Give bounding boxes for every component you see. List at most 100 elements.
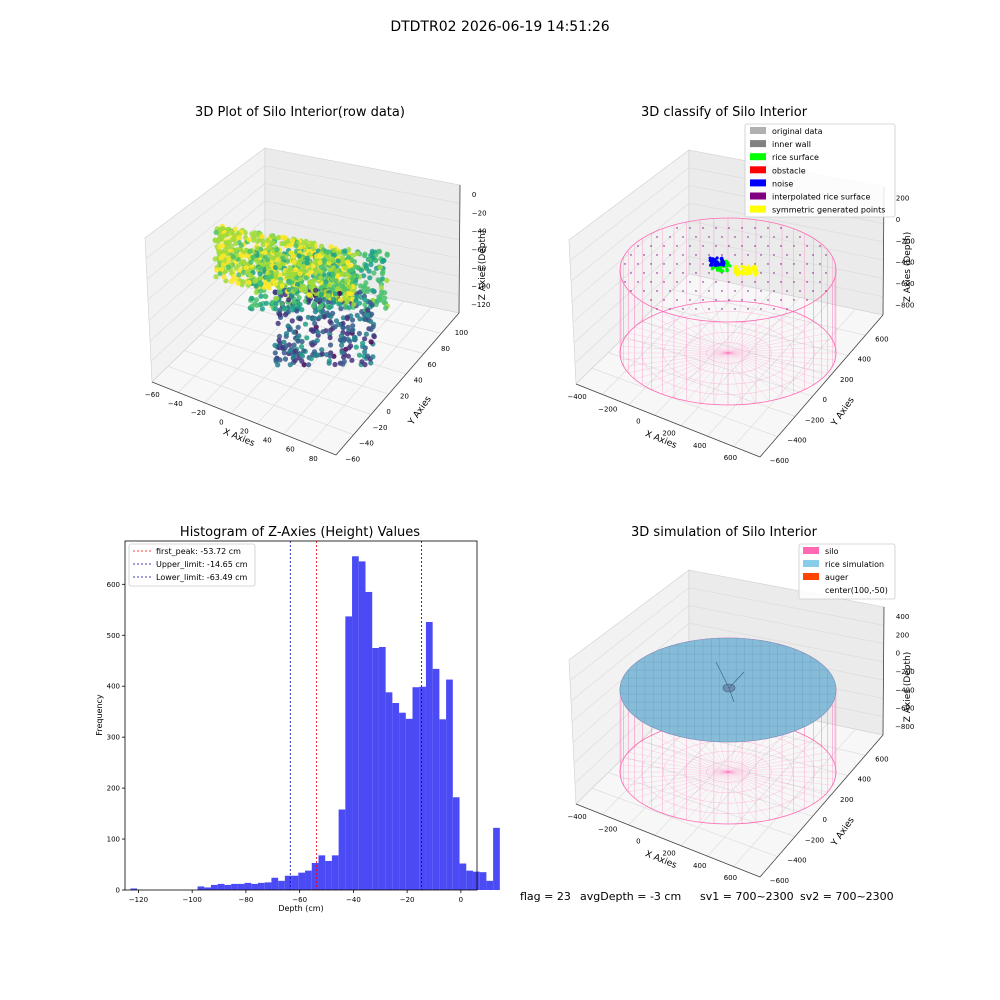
raw-point: [236, 234, 243, 240]
raw-point: [354, 250, 361, 257]
histogram-title: Histogram of Z-Axies (Height) Values: [180, 525, 420, 540]
raw-point: [302, 321, 309, 327]
raw-y-tick-label: 80: [441, 345, 450, 353]
classify-y-tick-label: −400: [787, 437, 806, 445]
interpolated-point: [767, 227, 769, 229]
raw-z-tick-label: −100: [471, 283, 490, 291]
interpolated-point: [773, 236, 775, 238]
raw-point: [298, 244, 304, 250]
raw-point: [258, 293, 264, 299]
raw-point: [265, 237, 271, 244]
raw-point: [318, 269, 324, 275]
raw-point: [327, 318, 333, 325]
y-axis-line: [335, 312, 460, 456]
raw-point: [299, 358, 305, 364]
histogram-x-tick-label: −120: [129, 896, 148, 904]
interpolated-point: [682, 272, 684, 274]
raw-point: [299, 338, 305, 345]
rice-surface-point: [716, 268, 720, 272]
histogram-bar: [231, 883, 238, 890]
symmetric-point: [735, 271, 739, 275]
raw-point: [240, 279, 247, 285]
raw-point: [252, 278, 258, 284]
legend-swatch: [803, 547, 819, 554]
histogram-bar: [358, 561, 366, 890]
histogram-bar: [210, 884, 218, 890]
raw-point: [319, 347, 325, 353]
interpolated-point: [806, 263, 808, 265]
interpolated-point: [715, 227, 717, 229]
raw-point: [233, 247, 239, 253]
raw-point: [245, 269, 251, 275]
raw-point: [353, 344, 359, 350]
raw-point: [320, 329, 326, 335]
histogram-bar: [479, 872, 487, 890]
silo-floor-spoke: [713, 771, 729, 824]
grid-line: [592, 788, 778, 857]
raw-point: [232, 226, 238, 232]
silo-floor-spoke: [699, 302, 729, 354]
silo-floor-spoke: [623, 352, 729, 367]
classify-z-tick-label: −800: [895, 301, 914, 309]
histogram-bar: [298, 872, 306, 890]
raw-point: [340, 259, 346, 265]
silo-floor-spoke: [634, 771, 729, 799]
raw-point: [249, 303, 255, 309]
silo-floor-ring: [706, 761, 750, 783]
rice-surface-point: [718, 269, 723, 273]
grid-line: [147, 200, 460, 300]
interpolated-point: [819, 263, 821, 265]
raw-point: [273, 306, 279, 312]
raw-point: [219, 226, 225, 232]
raw-point: [263, 261, 269, 267]
interpolated-point: [799, 254, 801, 256]
classify-x-tick-label: 200: [662, 430, 675, 438]
silo-floor-spoke: [727, 352, 828, 374]
grid-line: [602, 279, 717, 395]
interpolated-point: [819, 245, 821, 247]
histogram-bar: [472, 871, 480, 890]
raw-point: [362, 349, 368, 355]
raw-point: [301, 263, 307, 269]
silo-floor-spoke: [620, 771, 729, 779]
silo-floor-spoke: [623, 758, 729, 773]
raw-point: [338, 306, 344, 312]
histogram-bar: [224, 884, 232, 890]
legend-label: rice surface: [772, 153, 819, 162]
simulation-x-tick-label: 600: [724, 874, 737, 882]
legend-label: rice simulation: [825, 560, 884, 569]
classify-z-tick-label: 200: [896, 195, 909, 203]
raw-point: [315, 329, 321, 336]
interpolated-point: [812, 254, 814, 256]
panel-classify-title: 3D classify of Silo Interior: [641, 105, 808, 120]
silo-floor-spoke: [623, 771, 729, 786]
raw-point: [229, 248, 235, 254]
histogram-bar: [318, 855, 326, 890]
interpolated-point: [650, 245, 652, 247]
raw-point: [304, 255, 310, 261]
interpolated-point: [754, 245, 756, 247]
histogram-bar: [338, 809, 346, 890]
grid-line: [654, 291, 773, 416]
raw-point: [326, 360, 332, 366]
silo-floor-spoke: [662, 311, 729, 354]
classify-y-tick-label: 600: [875, 335, 888, 343]
silo-floor-ring: [663, 321, 794, 385]
silo-floor-spoke: [673, 307, 729, 354]
panel-simulation-zlabel: Z Axies (Depth): [903, 652, 913, 723]
raw-point: [370, 288, 376, 294]
raw-point: [354, 312, 360, 318]
noise-point: [714, 263, 718, 267]
interpolated-point: [702, 299, 704, 301]
auger-arm: [728, 671, 745, 689]
raw-point: [317, 259, 323, 265]
raw-y-tick-label: −40: [359, 440, 374, 448]
raw-point: [308, 327, 314, 333]
raw-point: [345, 259, 351, 265]
classify-x-tick-label: 600: [724, 454, 737, 462]
raw-point: [230, 277, 237, 283]
histogram-x-ticks: −120 −100 −80 −60 −40 −20 0: [129, 890, 463, 904]
raw-point: [340, 315, 346, 321]
raw-point: [343, 265, 349, 271]
figure-suptitle: DTDTR02 2026-06-19 14:51:26: [390, 19, 609, 35]
